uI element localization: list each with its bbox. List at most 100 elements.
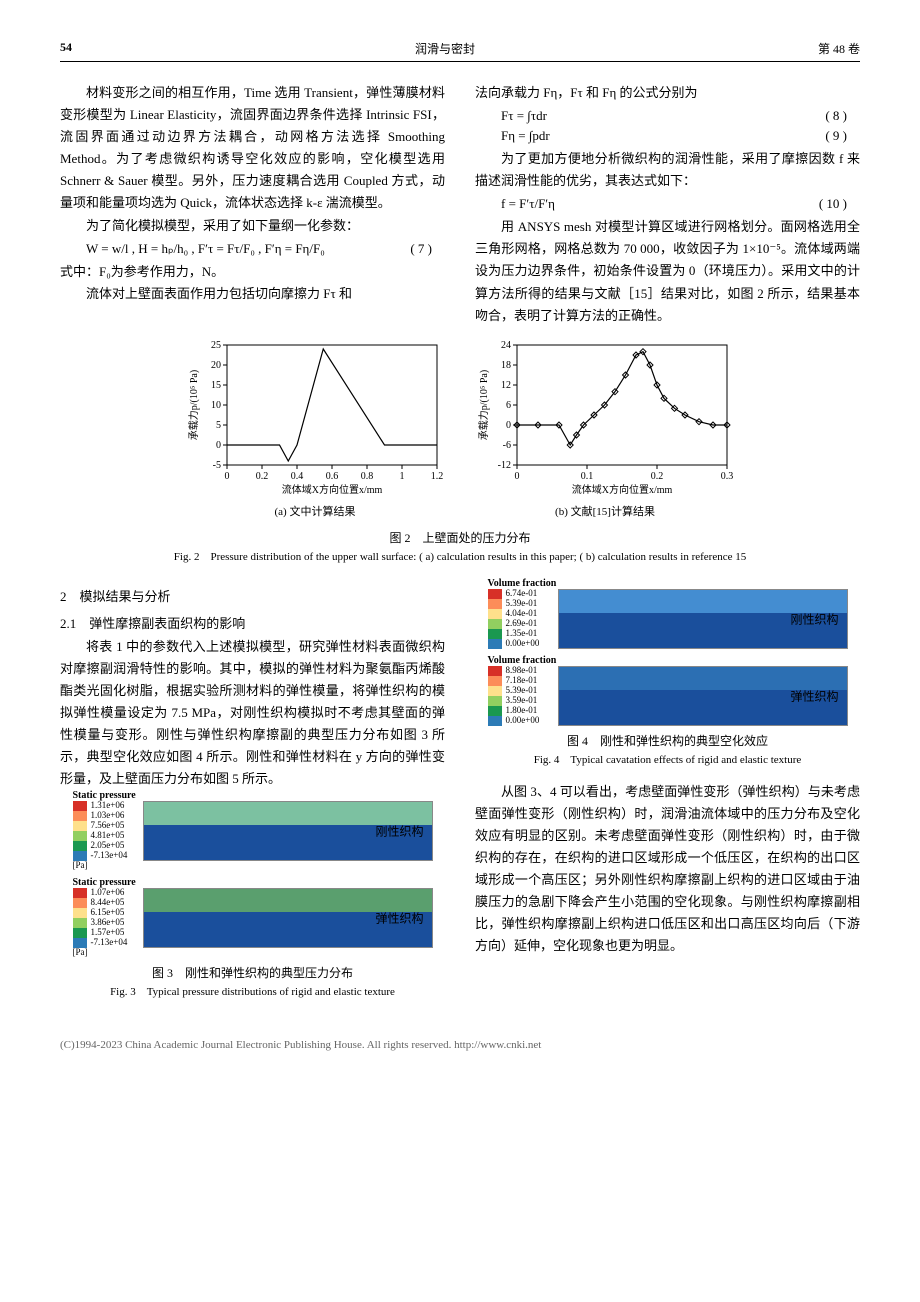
chart-b-sub: (b) 文献[15]计算结果 (475, 503, 735, 519)
fig3-caption-en: Fig. 3 Typical pressure distributions of… (60, 983, 445, 999)
contour-label: 弹性织构 (375, 910, 423, 927)
colorbar-scale: 1.07e+068.44e+056.15e+053.86e+051.57e+05… (73, 888, 143, 958)
para-ansys: 用 ANSYS mesh 对模型计算区域进行网格划分。面网格选用全三角形网格，网… (475, 216, 860, 326)
colorbar-scale: 1.31e+061.03e+067.56e+054.81e+052.05e+05… (73, 801, 143, 871)
page-number: 54 (60, 40, 72, 57)
bottom-columns: 2 模拟结果与分析 2.1 弹性摩擦副表面织构的影响 将表 1 中的参数代入上述… (60, 578, 860, 1000)
fig2-caption-cn: 图 2 上壁面处的压力分布 (60, 529, 860, 546)
svg-text:-12: -12 (498, 460, 511, 471)
eq7-body: W = w/l , H = hₚ/h₀ , F′τ = Fτ/F₀ , F′η … (86, 241, 325, 257)
svg-text:承载力p/(10⁵ Pa): 承载力p/(10⁵ Pa) (187, 370, 200, 440)
eq8-num: ( 8 ) (825, 108, 860, 124)
contour-label: 刚性织构 (790, 610, 838, 627)
para-normal-force: 法向承载力 Fη，Fτ 和 Fη 的公式分别为 (475, 82, 860, 104)
svg-text:-5: -5 (213, 460, 221, 471)
svg-text:12: 12 (501, 380, 511, 391)
para-f0: 式中：F₀为参考作用力，N。 (60, 261, 445, 283)
contour-image: 弹性织构 (143, 888, 433, 948)
eq10-num: ( 10 ) (819, 196, 860, 212)
equation-7: W = w/l , H = hₚ/h₀ , F′τ = Fτ/F₀ , F′η … (60, 241, 445, 257)
right-para-analysis: 从图 3、4 可以看出，考虑壁面弹性变形（弹性织构）与未考虑壁面弹性变形（刚性织… (475, 781, 860, 958)
para-simplify: 为了简化模拟模型，采用了如下量纲一化参数： (60, 215, 445, 237)
chart-a: 0 0.2 0.4 0.6 0.8 1 1.2 -5 0 5 10 15 20 25 流体域X方向位置x/m… (185, 337, 445, 519)
svg-text:0.8: 0.8 (361, 471, 374, 482)
para-friction-coef: 为了更加方便地分析微织构的润滑性能，采用了摩擦因数 f 来描述润滑性能的优劣，其… (475, 148, 860, 192)
fig3-caption-cn: 图 3 刚性和弹性织构的典型压力分布 (60, 964, 445, 981)
eq8-body: Fτ = ∫τdr (501, 108, 547, 124)
sec2-heading: 2 模拟结果与分析 (60, 586, 445, 605)
svg-text:流体域X方向位置x/mm: 流体域X方向位置x/mm (282, 483, 383, 496)
contour-image: 刚性织构 (143, 801, 433, 861)
top-columns: 材料变形之间的相互作用，Time 选用 Transient，弹性薄膜材料变形模型… (60, 82, 860, 327)
right-column-2: Volume fraction 6.74e-015.39e-014.04e-01… (475, 578, 860, 1000)
svg-text:0.1: 0.1 (581, 471, 594, 482)
volume: 第 48 卷 (818, 40, 860, 57)
svg-text:0.3: 0.3 (721, 471, 734, 482)
svg-text:6: 6 (506, 400, 511, 411)
svg-text:0.6: 0.6 (326, 471, 339, 482)
fig2-caption-en: Fig. 2 Pressure distribution of the uppe… (60, 548, 860, 564)
fig4-caption-en: Fig. 4 Typical cavatation effects of rig… (475, 751, 860, 767)
eq7-num: ( 7 ) (410, 241, 445, 257)
sec21-para: 将表 1 中的参数代入上述模拟模型，研究弹性材料表面微织构对摩擦副润滑特性的影响… (60, 636, 445, 791)
svg-text:18: 18 (501, 360, 511, 371)
svg-text:0.4: 0.4 (291, 471, 304, 482)
equation-10: f = F′τ/F′η ( 10 ) (475, 196, 860, 212)
colorbar-scale: 8.98e-017.18e-015.39e-013.59e-011.80e-01… (488, 666, 558, 726)
contour-label: 刚性织构 (375, 823, 423, 840)
fig4-caption-cn: 图 4 刚性和弹性织构的典型空化效应 (475, 732, 860, 749)
svg-text:0: 0 (515, 471, 520, 482)
fig3-block1: Static pressure 1.31e+061.03e+067.56e+05… (73, 790, 433, 871)
chart-a-sub: (a) 文中计算结果 (185, 503, 445, 519)
fig4-block2: Volume fraction 8.98e-017.18e-015.39e-01… (488, 655, 848, 726)
fig4-block1: Volume fraction 6.74e-015.39e-014.04e-01… (488, 578, 848, 649)
svg-text:1.2: 1.2 (431, 471, 444, 482)
eq10-body: f = F′τ/F′η (501, 196, 555, 212)
svg-text:1: 1 (400, 471, 405, 482)
svg-text:25: 25 (211, 340, 221, 351)
svg-text:15: 15 (211, 380, 221, 391)
colorbar-tick: 0.00e+00 (488, 639, 558, 649)
svg-text:24: 24 (501, 340, 511, 351)
colorbar-tick: 0.00e+00 (488, 716, 558, 726)
left-column: 材料变形之间的相互作用，Time 选用 Transient，弹性薄膜材料变形模型… (60, 82, 445, 327)
svg-text:0: 0 (225, 471, 230, 482)
right-column: 法向承载力 Fη，Fτ 和 Fη 的公式分别为 Fτ = ∫τdr ( 8 ) … (475, 82, 860, 327)
page-header: 54 润滑与密封 第 48 卷 (60, 40, 860, 62)
para-material: 材料变形之间的相互作用，Time 选用 Transient，弹性薄膜材料变形模型… (60, 82, 445, 215)
colorbar-title: Volume fraction (488, 655, 848, 666)
svg-text:0: 0 (506, 420, 511, 431)
svg-text:0.2: 0.2 (256, 471, 269, 482)
chart-a-svg: 0 0.2 0.4 0.6 0.8 1 1.2 -5 0 5 10 15 20 25 流体域X方向位置x/m… (185, 337, 445, 497)
colorbar-title: Volume fraction (488, 578, 848, 589)
equation-9: Fη = ∫pdr ( 9 ) (475, 128, 860, 144)
svg-text:0: 0 (216, 440, 221, 451)
contour-image: 弹性织构 (558, 666, 848, 726)
svg-text:流体域X方向位置x/mm: 流体域X方向位置x/mm (572, 483, 673, 496)
chart-b: 0 0.1 0.2 0.3 -12 -6 0 6 12 18 24 流体域X方向位置x/mm 承载力p/… (475, 337, 735, 519)
svg-text:0.2: 0.2 (651, 471, 664, 482)
equation-8: Fτ = ∫τdr ( 8 ) (475, 108, 860, 124)
svg-text:10: 10 (211, 400, 221, 411)
svg-text:20: 20 (211, 360, 221, 371)
colorbar-title: Static pressure (73, 790, 433, 801)
fig3-block2: Static pressure 1.07e+068.44e+056.15e+05… (73, 877, 433, 958)
fig4: Volume fraction 6.74e-015.39e-014.04e-01… (488, 578, 848, 726)
page-footer: (C)1994-2023 China Academic Journal Elec… (60, 1039, 860, 1051)
left-column-2: 2 模拟结果与分析 2.1 弹性摩擦副表面织构的影响 将表 1 中的参数代入上述… (60, 578, 445, 1000)
svg-text:-6: -6 (503, 440, 511, 451)
sec21-heading: 2.1 弹性摩擦副表面织构的影响 (60, 613, 445, 632)
colorbar-title: Static pressure (73, 877, 433, 888)
para-forces: 流体对上壁面表面作用力包括切向摩擦力 Fτ 和 (60, 283, 445, 305)
fig2-charts: 0 0.2 0.4 0.6 0.8 1 1.2 -5 0 5 10 15 20 25 流体域X方向位置x/m… (60, 337, 860, 519)
contour-label: 弹性织构 (790, 687, 838, 704)
contour-image: 刚性织构 (558, 589, 848, 649)
eq9-num: ( 9 ) (825, 128, 860, 144)
fig3: Static pressure 1.31e+061.03e+067.56e+05… (73, 790, 433, 958)
journal-name: 润滑与密封 (415, 40, 475, 57)
svg-text:承载力p/(10⁵ Pa): 承载力p/(10⁵ Pa) (477, 370, 490, 440)
svg-text:5: 5 (216, 420, 221, 431)
eq9-body: Fη = ∫pdr (501, 128, 550, 144)
chart-b-svg: 0 0.1 0.2 0.3 -12 -6 0 6 12 18 24 流体域X方向位置x/mm 承载力p/… (475, 337, 735, 497)
colorbar-scale: 6.74e-015.39e-014.04e-012.69e-011.35e-01… (488, 589, 558, 649)
